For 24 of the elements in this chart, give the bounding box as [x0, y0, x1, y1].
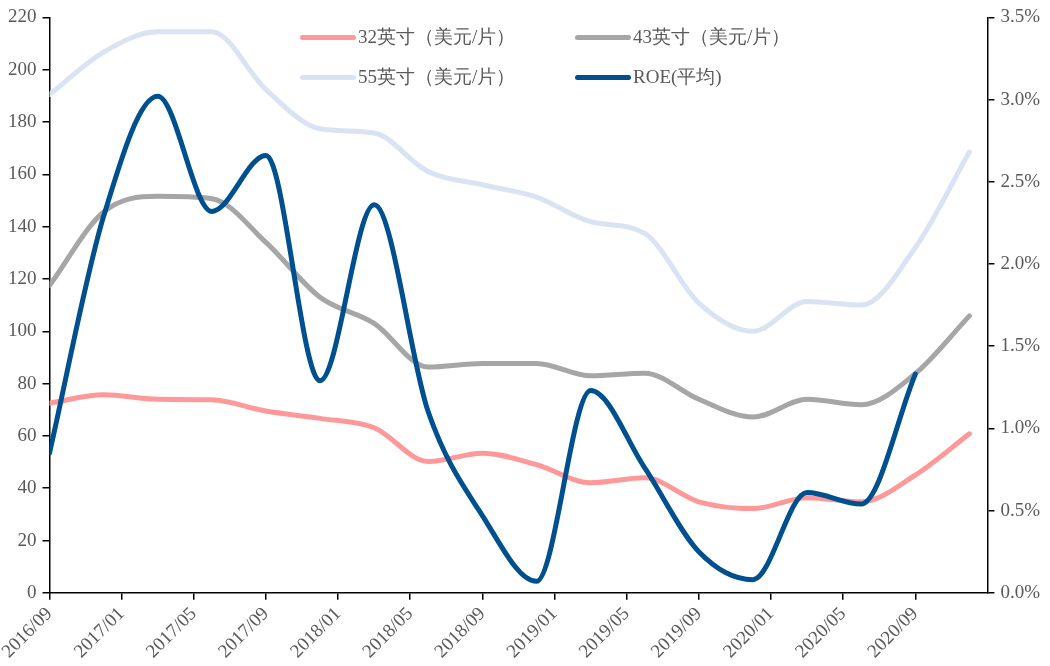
y2-tick-label: 1.0%	[1000, 416, 1041, 438]
y2-tick-label: 2.5%	[1000, 169, 1041, 191]
y-tick-label: 180	[8, 110, 37, 132]
y-tick-label: 100	[8, 319, 37, 341]
y-tick-label: 220	[8, 5, 37, 27]
legend-label: 55英寸（美元/片）	[358, 65, 516, 89]
y-tick-label: 0	[27, 580, 37, 602]
y-tick-label: 60	[17, 423, 37, 445]
y2-tick-label: 3.5%	[1000, 5, 1041, 27]
y-tick-label: 200	[8, 57, 37, 79]
y2-tick-label: 3.0%	[1000, 87, 1041, 109]
y-tick-label: 80	[17, 371, 37, 393]
legend-label: ROE(平均)	[633, 65, 722, 89]
y2-tick-label: 0.0%	[1000, 580, 1041, 602]
legend-label: 43英寸（美元/片）	[633, 25, 791, 49]
y-tick-label: 160	[8, 162, 37, 184]
y2-tick-label: 0.5%	[1000, 498, 1041, 520]
y2-tick-label: 2.0%	[1000, 252, 1041, 273]
y-tick-label: 20	[17, 528, 37, 550]
y-tick-label: 140	[8, 214, 37, 236]
y-tick-label: 40	[17, 476, 37, 498]
y-tick-label: 120	[8, 266, 37, 288]
legend-label: 32英寸（美元/片）	[358, 25, 516, 49]
y2-tick-label: 1.5%	[1000, 334, 1041, 356]
